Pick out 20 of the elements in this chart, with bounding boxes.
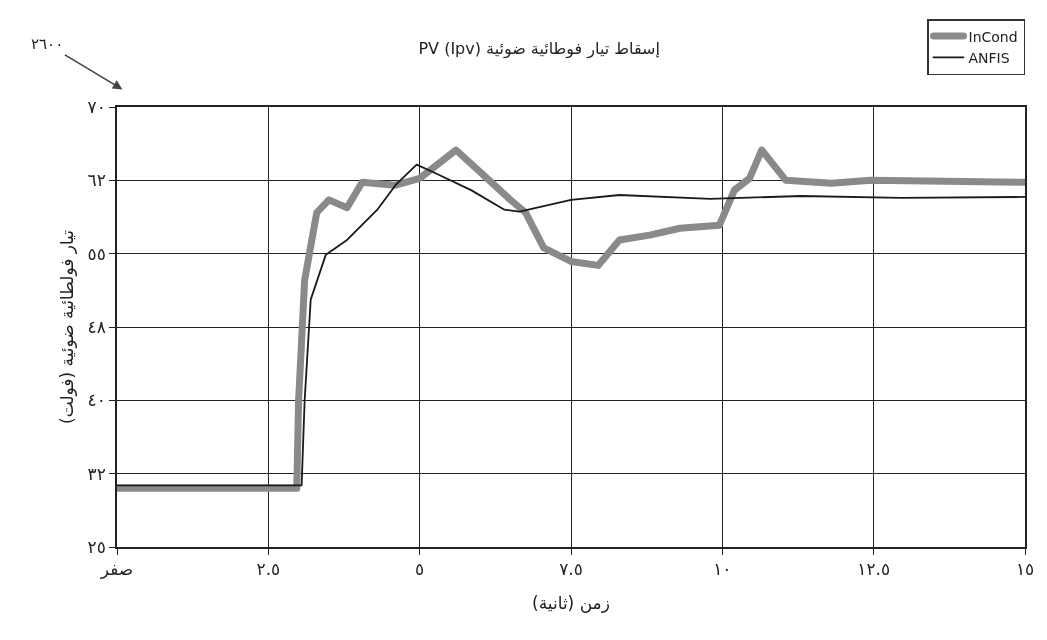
x-tick-label: ١٢.٥ [857,559,891,580]
x-axis-title: زمن (ثانية) [532,592,610,613]
y-tick-label: ٦٢ [87,170,106,191]
chart-title: إسقاط تيار فوطائية ضوئية PV (Ipv) [418,38,660,59]
legend-label: ANFIS [968,49,1010,66]
text: ٢٦٠٠ [31,35,64,53]
y-tick-label: ٧٠ [87,96,106,117]
legend-label: InCond [968,28,1018,45]
y-tick-label: ٥٥ [87,243,106,264]
y-tick-label: ٤٠ [87,390,106,411]
x-tick-label: ١٠ [713,559,732,580]
x-tick-label: صفر [99,559,134,580]
y-tick-label: ٣٢ [87,463,106,484]
y-axis-title: تيار فولطائية ضوئية (فولت) [56,229,77,424]
x-tick-label: ٥ [415,559,425,580]
y-tick-label: ٤٨ [87,316,106,337]
x-tick-label: ٧.٥ [559,559,583,580]
x-tick-label: ١٥ [1015,559,1035,580]
y-tick-label: ٢٥ [87,536,106,557]
x-tick-label: ٢.٥ [256,559,281,580]
